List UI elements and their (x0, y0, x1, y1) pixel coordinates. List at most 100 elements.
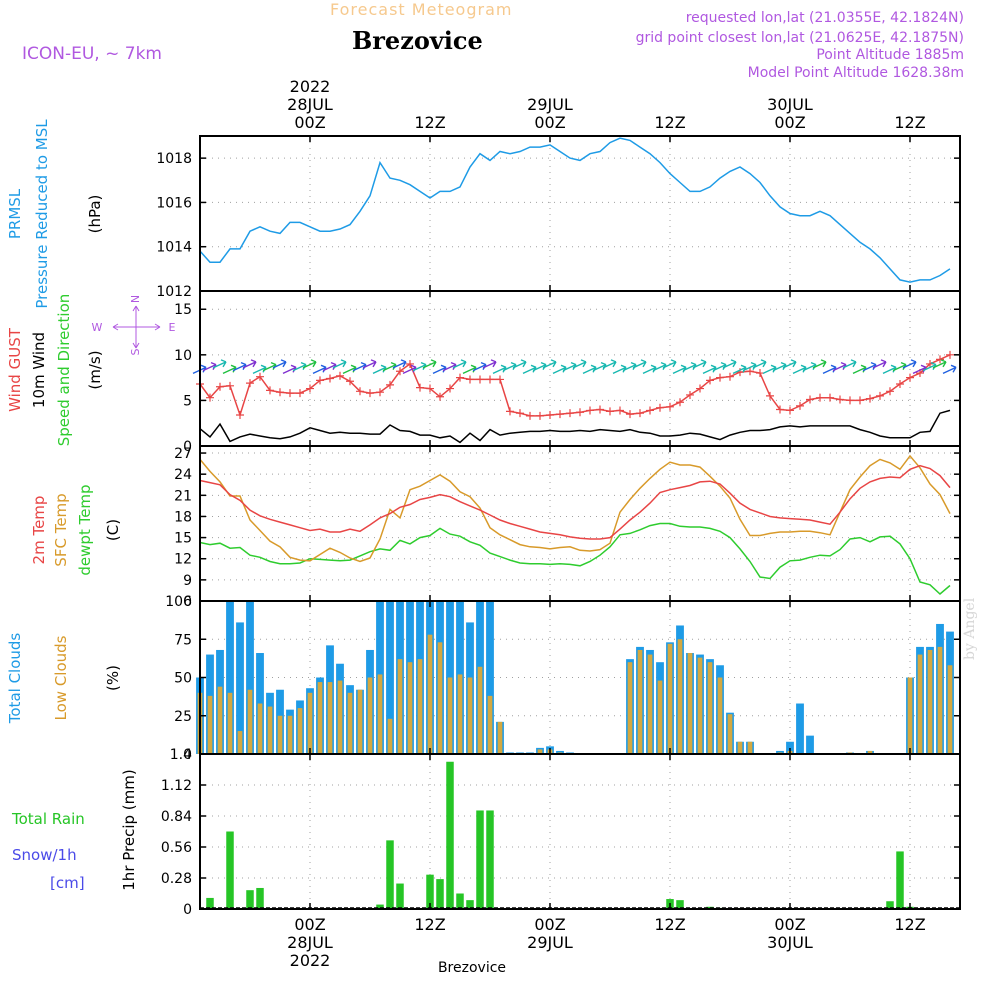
wind-direction-arrow (492, 364, 507, 374)
rain-bar (896, 851, 904, 909)
wind-direction-arrow (432, 364, 447, 374)
y-tick-label: 1018 (156, 151, 192, 167)
compass-west: W (92, 321, 103, 334)
gust-marker (306, 384, 314, 393)
temp-sfc-label: SFC Temp (52, 493, 70, 566)
time-tick-label-top: 2022 (290, 77, 331, 96)
wind-direction-arrow (692, 359, 707, 369)
data-layer (192, 137, 960, 909)
location-title: Brezovice (352, 26, 483, 55)
gust-marker (426, 384, 434, 393)
precip-axis-label: 1hr Precip (mm) (120, 769, 138, 890)
dewpoint-line (199, 522, 951, 596)
rain-bar (206, 897, 214, 909)
temp-dewpt-label: dewpt Temp (76, 484, 94, 575)
rain-bar (396, 883, 404, 909)
gust-marker (546, 411, 554, 419)
low-cloud-bar (447, 677, 453, 754)
wind-direction-arrow (212, 359, 227, 369)
wind-direction-arrow (822, 364, 837, 374)
gust-marker (606, 407, 614, 416)
snow-unit-label: [cm] (50, 874, 85, 892)
wind-direction-arrow (602, 359, 617, 369)
panel-frame (199, 753, 961, 910)
rain-bar (886, 901, 894, 909)
gust-marker (706, 376, 714, 385)
gust-marker (466, 375, 474, 384)
gust-marker (326, 374, 334, 383)
low-cloud-bar (747, 741, 753, 754)
time-tick-label-top: 29JUL (527, 95, 573, 114)
low-cloud-bar (707, 662, 713, 754)
gust-marker (396, 367, 404, 376)
low-cloud-bar (917, 654, 923, 754)
wind-direction-arrow (702, 364, 717, 374)
time-tick-label-bottom: 29JUL (527, 933, 573, 952)
rain-bar (476, 810, 484, 909)
low-cloud-bar (327, 682, 333, 754)
gust-marker (316, 376, 324, 385)
wind-direction-arrow (752, 359, 767, 369)
gust-marker (896, 380, 904, 388)
low-cloud-bar (497, 721, 503, 754)
gust-marker (586, 406, 594, 415)
low-cloud-bar (907, 677, 913, 754)
gust-marker (476, 375, 484, 384)
y-tick-label: 1.4 (170, 747, 192, 763)
gust-marker (596, 405, 604, 414)
gust-marker (816, 393, 824, 402)
gust-marker (886, 387, 894, 396)
gust-marker (646, 406, 654, 415)
rain-bar (456, 893, 464, 909)
prmsl-unit-label: (hPa) (86, 195, 104, 234)
low-cloud-bar (467, 677, 473, 754)
gust-marker (616, 406, 624, 415)
compass-east: E (169, 321, 176, 334)
text-layer: 1012101410161018051015691215182124270255… (6, 77, 926, 976)
model-altitude: Model Point Altitude 1628.38m (747, 65, 964, 81)
y-tick-label: 0.56 (161, 840, 192, 856)
y-tick-label: 50 (174, 671, 192, 687)
gust-marker (936, 355, 944, 364)
gust-marker (346, 377, 354, 386)
y-tick-label: 27 (174, 446, 192, 462)
time-tick-label-bottom: 28JUL (287, 933, 333, 952)
time-tick-label-bottom: 12Z (894, 915, 925, 934)
y-tick-label: 75 (174, 632, 192, 648)
gust-marker (216, 382, 224, 391)
low-cloud-bar (337, 680, 343, 754)
low-cloud-bar (407, 662, 413, 754)
gust-marker (786, 406, 794, 415)
total-cloud-bar (386, 601, 394, 754)
y-tick-label: 1012 (156, 284, 192, 300)
rain-bar (246, 890, 254, 909)
wind-direction-arrow (422, 359, 437, 369)
time-tick-label-top: 28JUL (287, 95, 333, 114)
gust-marker (376, 388, 384, 397)
gust-marker (296, 389, 304, 398)
low-cloud-bar (357, 689, 363, 754)
low-cloud-bar (397, 659, 403, 754)
wind-direction-arrow (722, 359, 737, 369)
low-cloud-bar (477, 666, 483, 754)
gust-marker (576, 408, 584, 417)
frames-layer (199, 135, 961, 910)
y-tick-label: 0.28 (161, 871, 192, 887)
gust-marker (286, 389, 294, 398)
y-tick-label: 0 (183, 747, 192, 763)
compass-north: N (129, 295, 142, 303)
time-tick-label-top: 12Z (894, 113, 925, 132)
low-cloud-bar (437, 642, 443, 754)
y-tick-label: 9 (183, 573, 192, 589)
low-cloud-bar (697, 657, 703, 754)
gust-marker (906, 373, 914, 382)
low-cloud-bar (947, 665, 953, 754)
low-cloud-bar (287, 715, 293, 754)
time-tick-label-bottom: 00Z (534, 915, 565, 934)
wind-gust-label: Wind GUST (6, 327, 24, 412)
low-cloud-bar (367, 677, 373, 754)
y-tick-label: 1014 (156, 240, 192, 256)
wind-direction-arrow (792, 364, 807, 374)
time-tick-label-bottom: 00Z (294, 915, 325, 934)
gust-marker (336, 371, 344, 380)
